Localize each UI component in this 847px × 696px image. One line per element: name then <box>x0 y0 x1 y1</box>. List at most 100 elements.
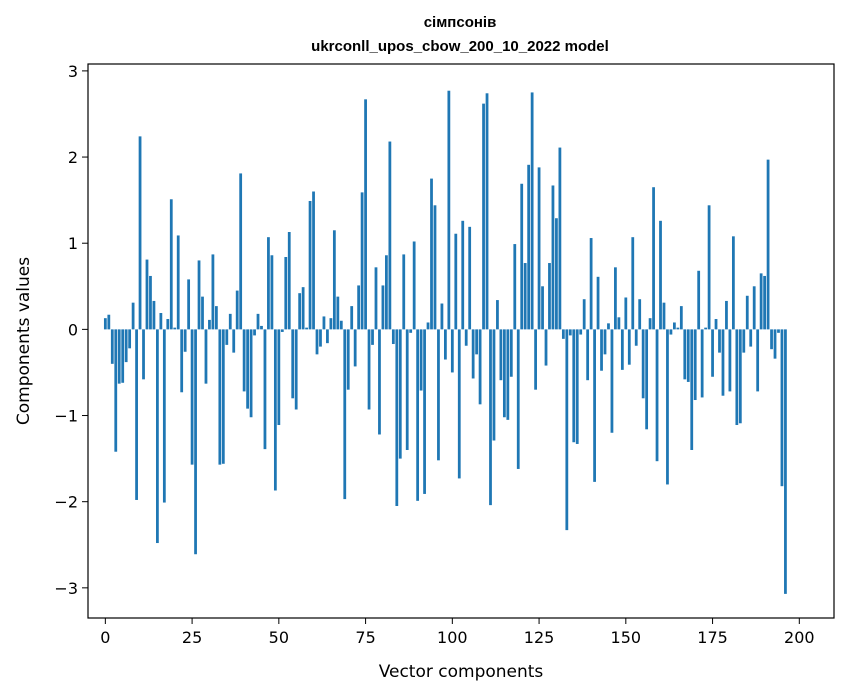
bar <box>600 329 603 371</box>
bar <box>142 329 145 380</box>
bar <box>308 200 312 330</box>
bar <box>273 329 277 491</box>
bar <box>218 329 222 465</box>
bar <box>489 329 492 506</box>
bar <box>718 329 721 353</box>
bars-group <box>103 90 787 594</box>
bar <box>450 329 454 373</box>
bar <box>267 237 270 330</box>
bar <box>693 329 697 401</box>
bar <box>461 220 465 330</box>
bar <box>329 318 333 330</box>
bar <box>159 313 163 330</box>
chart-title: сімпсонів <box>424 14 497 31</box>
bar <box>541 286 544 330</box>
bar <box>371 329 374 345</box>
bar <box>766 159 770 330</box>
bar <box>291 329 295 399</box>
bar <box>162 329 166 503</box>
bar <box>534 329 537 390</box>
bar <box>596 276 600 330</box>
bar <box>645 329 649 430</box>
bar <box>731 236 735 330</box>
bar <box>149 275 152 330</box>
bar <box>194 329 197 555</box>
bar <box>242 329 246 392</box>
bar <box>107 314 111 330</box>
bar <box>728 329 732 392</box>
bar <box>173 327 177 330</box>
y-axis-ticks: −3 −2 −1 0 1 2 3 <box>54 62 88 598</box>
y-tick-label: 0 <box>68 320 78 339</box>
bar <box>183 329 187 352</box>
bar <box>555 218 558 330</box>
x-tick-label: 50 <box>269 628 289 647</box>
bar <box>135 329 138 500</box>
bar <box>145 259 149 330</box>
bar <box>464 329 468 346</box>
y-tick-label: 2 <box>68 148 78 167</box>
bar <box>360 192 364 330</box>
y-tick-label: 1 <box>68 234 78 253</box>
bar <box>398 329 402 459</box>
bar <box>683 329 687 380</box>
bar <box>315 329 319 355</box>
bar <box>745 295 749 330</box>
bar <box>516 329 520 469</box>
bar <box>103 318 107 330</box>
bar <box>690 329 694 450</box>
y-tick-label: −3 <box>54 579 78 598</box>
bar <box>176 235 180 330</box>
bar <box>655 329 659 462</box>
bar <box>784 329 787 594</box>
bar <box>502 329 506 418</box>
bar <box>228 313 232 330</box>
bar <box>721 329 725 396</box>
y-tick-label: −1 <box>54 407 78 426</box>
bar <box>166 319 170 330</box>
bar <box>117 329 121 384</box>
bar <box>669 329 673 335</box>
bar <box>204 329 208 384</box>
bar <box>319 329 322 347</box>
bar <box>277 329 281 426</box>
bar <box>711 329 714 377</box>
bar <box>211 254 215 330</box>
bar <box>575 329 579 444</box>
bar <box>648 318 652 330</box>
bar <box>662 302 666 330</box>
bar <box>631 237 635 330</box>
bar <box>777 329 780 333</box>
bar <box>287 232 291 330</box>
bar <box>346 329 350 390</box>
bar <box>395 329 399 506</box>
bar <box>391 329 395 345</box>
bar <box>169 199 173 330</box>
bar <box>561 329 565 339</box>
bar <box>138 136 142 330</box>
bar <box>457 329 461 479</box>
x-tick-label: 25 <box>182 628 202 647</box>
bar <box>714 319 718 330</box>
bar <box>444 329 447 360</box>
bar <box>770 329 773 350</box>
bar <box>374 267 378 330</box>
bar <box>686 329 690 382</box>
x-axis-ticks: 0 25 50 75 100 125 150 175 200 <box>100 618 815 647</box>
bar <box>627 329 631 365</box>
bar <box>513 244 517 330</box>
bar <box>246 329 249 409</box>
bar <box>332 230 336 330</box>
bar <box>666 329 669 485</box>
bar <box>537 167 541 330</box>
bar <box>492 329 496 441</box>
bar <box>124 329 128 363</box>
bar <box>353 329 357 367</box>
bar <box>114 329 118 452</box>
bar <box>586 329 590 381</box>
bar <box>520 183 524 330</box>
bar <box>673 322 676 330</box>
bar <box>530 92 534 330</box>
bar <box>364 99 367 330</box>
